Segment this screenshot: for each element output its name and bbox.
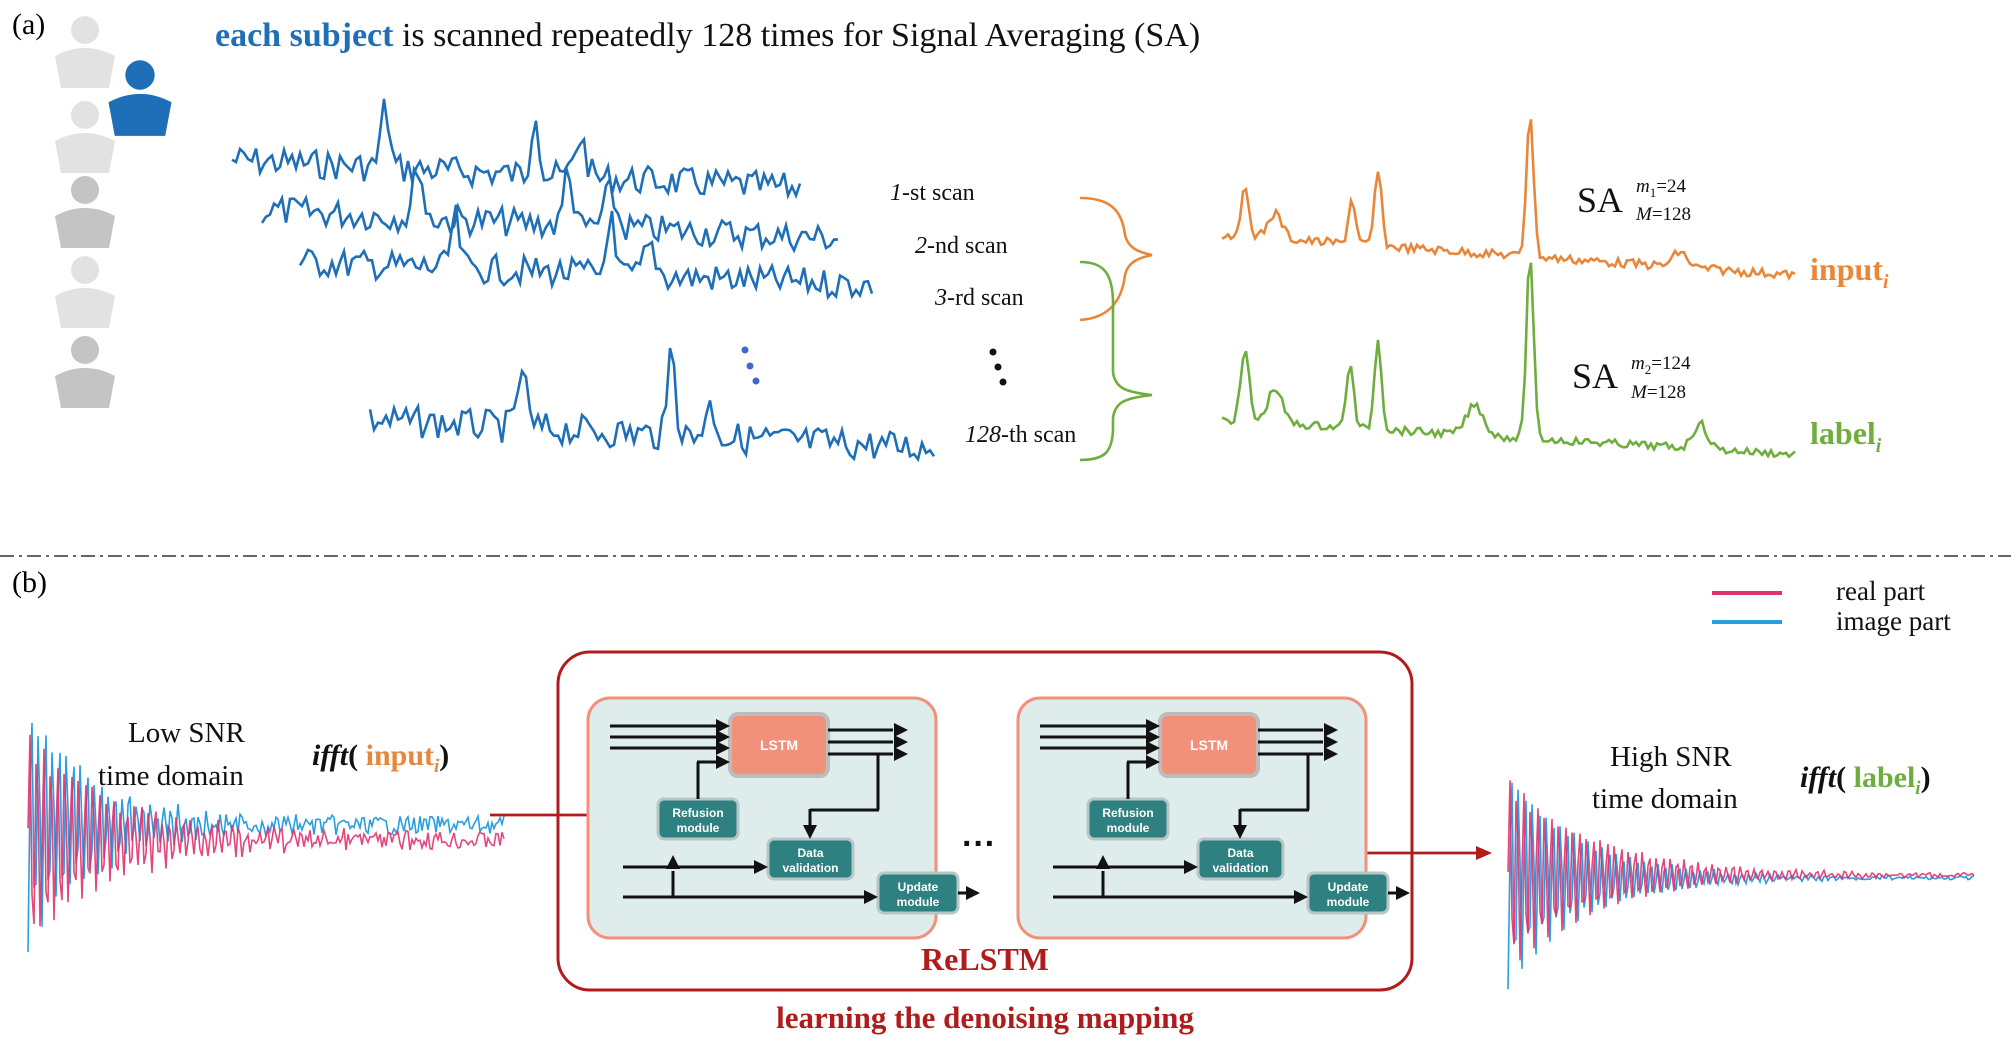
legend-image-label: image part <box>1836 606 1951 636</box>
title-rest: is scanned repeatedly 128 times for Sign… <box>393 17 1200 54</box>
person-icon <box>55 16 115 88</box>
svg-text:m1=24: m1=24 <box>1636 176 1686 200</box>
label-label: labeli <box>1810 415 1882 457</box>
subject-figures-icon <box>55 16 172 408</box>
svg-text:Data: Data <box>797 846 823 860</box>
svg-text:module: module <box>897 895 940 909</box>
svg-text:module: module <box>677 821 720 835</box>
svg-text:Refusion: Refusion <box>672 806 723 820</box>
svg-text:LSTM: LSTM <box>760 737 798 753</box>
person-icon <box>55 336 115 408</box>
high-snr-line2: time domain <box>1592 783 1738 815</box>
sa-label-2: SA m2=124 M=128 <box>1572 353 1691 403</box>
svg-text:m2=124: m2=124 <box>1631 353 1691 377</box>
low-snr-line2: time domain <box>98 760 244 792</box>
relstm-cells: LSTMRefusionmoduleDatavalidationUpdatemo… <box>586 696 1410 940</box>
lstm-block: LSTM <box>728 712 830 778</box>
green-brace <box>1079 260 1153 462</box>
svg-text:validation: validation <box>1212 861 1268 875</box>
scan-label-1: 1-st scan <box>890 180 975 206</box>
ifft-input: ifft( inputi) <box>312 739 449 777</box>
scan-label-2: 2-nd scan <box>915 233 1008 259</box>
svg-text:M=128: M=128 <box>1630 382 1686 403</box>
panel-a-title: each subject is scanned repeatedly 128 t… <box>215 17 1200 54</box>
person-icon <box>55 256 115 328</box>
person-icon <box>108 60 172 136</box>
ifft-label: ifft( labeli) <box>1800 761 1931 799</box>
svg-text:Update: Update <box>898 880 939 894</box>
person-icon <box>55 101 115 173</box>
scan-label-3: 3-rd scan <box>934 285 1024 311</box>
cell-ellipsis: ··· <box>962 825 996 863</box>
vertical-ellipsis-dots <box>741 346 760 385</box>
orange-brace <box>1079 196 1153 322</box>
caption: learning the denoising mapping <box>776 1000 1194 1035</box>
svg-text:M=128: M=128 <box>1635 204 1691 225</box>
output-arrow-head <box>1476 846 1492 860</box>
svg-text:SA: SA <box>1577 180 1623 220</box>
relstm-title: ReLSTM <box>921 941 1049 977</box>
svg-text:Refusion: Refusion <box>1102 806 1153 820</box>
low-snr-line1: Low SNR <box>128 717 245 749</box>
relstm-cell: LSTMRefusionmoduleDatavalidationUpdatemo… <box>1016 696 1410 940</box>
input-label: inputi <box>1810 251 1889 293</box>
panel-b-letter: (b) <box>12 566 47 599</box>
svg-text:module: module <box>1107 821 1150 835</box>
relstm-cell: LSTMRefusionmoduleDatavalidationUpdatemo… <box>586 696 980 940</box>
panel-a-letter: (a) <box>12 8 45 41</box>
time-domain-signals <box>27 722 1975 990</box>
lstm-block: LSTM <box>1158 712 1260 778</box>
high-snr-line1: High SNR <box>1610 741 1732 773</box>
svg-text:Data: Data <box>1227 846 1253 860</box>
person-icon <box>55 176 115 248</box>
svg-text:Update: Update <box>1328 880 1369 894</box>
sa-label-1: SA m1=24 M=128 <box>1577 176 1691 225</box>
scan-list-ellipsis-dots <box>989 348 1007 386</box>
relstm-outer-box <box>556 650 1414 992</box>
svg-text:module: module <box>1327 895 1370 909</box>
svg-text:validation: validation <box>782 861 838 875</box>
legend-real-label: real part <box>1836 576 1926 606</box>
svg-text:LSTM: LSTM <box>1190 737 1228 753</box>
scan-label-128: 128-th scan <box>965 422 1076 448</box>
title-highlight: each subject <box>215 17 394 54</box>
svg-text:SA: SA <box>1572 356 1618 396</box>
raw-scan-traces <box>231 98 936 463</box>
averaged-spectra <box>1221 119 1796 459</box>
legend: real part image part <box>1712 576 1951 636</box>
